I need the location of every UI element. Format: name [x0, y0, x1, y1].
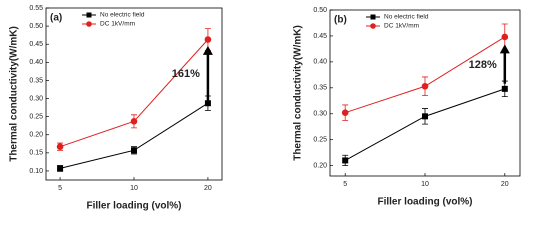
- marker: [56, 143, 64, 150]
- panel-label: (a): [50, 13, 62, 24]
- y-tick-label: 0.50: [29, 23, 43, 30]
- legend-marker: [370, 14, 376, 20]
- y-tick-label: 0.15: [29, 150, 43, 157]
- figure: 0.10 0.15 0.20 0.25 0.30 0.35 0.40 0.45 0.50 0.55…: [9, 5, 521, 212]
- legend-label: No electric field: [384, 14, 429, 21]
- y-tick-label: 0.25: [29, 113, 43, 120]
- y-tick-label: 0.30: [29, 95, 43, 102]
- x-tick-label: 20: [204, 185, 212, 192]
- series-line: [59, 39, 209, 148]
- y-tick-label: 0.20: [313, 162, 327, 169]
- x-axis-title: Filler loading (vol%): [377, 197, 472, 208]
- x-tick-label: 10: [421, 181, 429, 188]
- arrow-head: [499, 44, 510, 54]
- annotation: 128%: [469, 59, 497, 71]
- legend-label: DC 1kV/mm: [100, 21, 135, 28]
- series-line: [344, 88, 505, 161]
- legend-marker: [86, 12, 92, 18]
- y-tick-label: 0.50: [313, 7, 327, 14]
- marker: [501, 33, 509, 41]
- x-tick-label: 5: [58, 185, 62, 192]
- y-tick-label: 0.40: [313, 59, 327, 66]
- y-tick-label: 0.45: [29, 41, 43, 48]
- series-line: [345, 36, 506, 114]
- legend-label: DC 1kV/mm: [384, 23, 419, 30]
- arrow-head: [202, 45, 213, 55]
- x-tick-label: 20: [501, 181, 509, 188]
- legend-marker: [370, 23, 376, 29]
- x-axis-title: Filler loading (vol%): [86, 201, 181, 212]
- panel-label: (b): [334, 15, 347, 26]
- marker: [204, 36, 212, 43]
- marker: [422, 113, 428, 120]
- legend-marker: [86, 21, 92, 27]
- y-tick-label: 0.40: [29, 59, 43, 66]
- marker: [501, 85, 508, 92]
- y-tick-label: 0.30: [313, 111, 327, 118]
- y-tick-label: 0.20: [29, 132, 43, 139]
- marker: [57, 165, 64, 172]
- x-tick-label: 10: [130, 185, 138, 192]
- legend-label: No electric field: [100, 12, 145, 19]
- marker: [204, 100, 211, 107]
- marker: [342, 157, 349, 164]
- y-tick-label: 0.35: [313, 85, 327, 92]
- y-tick-label: 0.45: [313, 33, 327, 40]
- y-tick-label: 0.35: [29, 77, 43, 84]
- marker: [341, 109, 349, 117]
- x-tick-label: 5: [343, 181, 347, 188]
- series-line: [59, 102, 209, 169]
- y-axis-title: Thermal conductivity(W/mK): [293, 25, 304, 161]
- marker: [421, 82, 429, 90]
- marker: [131, 147, 137, 154]
- marker: [130, 118, 138, 125]
- y-axis-title: Thermal conductivity(W/mK): [9, 26, 20, 162]
- annotation: 161%: [172, 68, 200, 80]
- y-tick-label: 0.10: [29, 168, 43, 175]
- y-tick-label: 0.55: [29, 5, 43, 12]
- y-tick-label: 0.25: [313, 137, 327, 144]
